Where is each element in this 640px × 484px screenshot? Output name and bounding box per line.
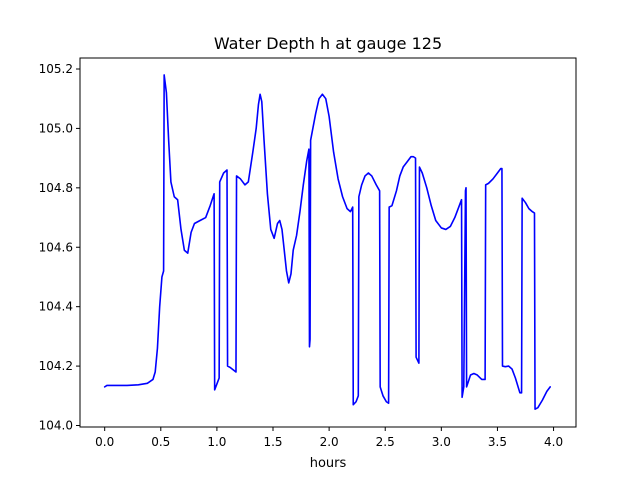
x-axis: 0.0 0.5 1.0 1.5 2.0 2.5 3.0 3.5 4.0 [95,427,563,449]
y-tick-label: 105.0 [39,121,73,135]
x-tick-label: 1.0 [207,435,226,449]
y-tick-label: 104.2 [39,359,73,373]
x-axis-label: hours [310,456,347,471]
x-tick-label: 0.0 [95,435,114,449]
series-line [103,74,551,410]
y-tick-label: 104.8 [39,181,73,195]
x-tick-label: 3.5 [488,435,507,449]
x-tick-label: 1.5 [263,435,282,449]
y-tick-label: 104.0 [39,419,73,433]
y-tick-label: 104.4 [39,300,73,314]
x-tick-label: 4.0 [544,435,563,449]
y-tick-label: 105.2 [39,62,73,76]
x-tick-label: 3.0 [432,435,451,449]
chart-title: Water Depth h at gauge 125 [214,34,442,53]
y-axis: 104.0 104.2 104.4 104.6 104.8 105.0 105.2 [39,62,80,433]
x-tick-label: 0.5 [151,435,170,449]
x-tick-label: 2.5 [376,435,395,449]
x-tick-label: 2.0 [320,435,339,449]
plot-frame [79,57,577,428]
y-tick-label: 104.6 [39,240,73,254]
plot-area [103,74,551,410]
